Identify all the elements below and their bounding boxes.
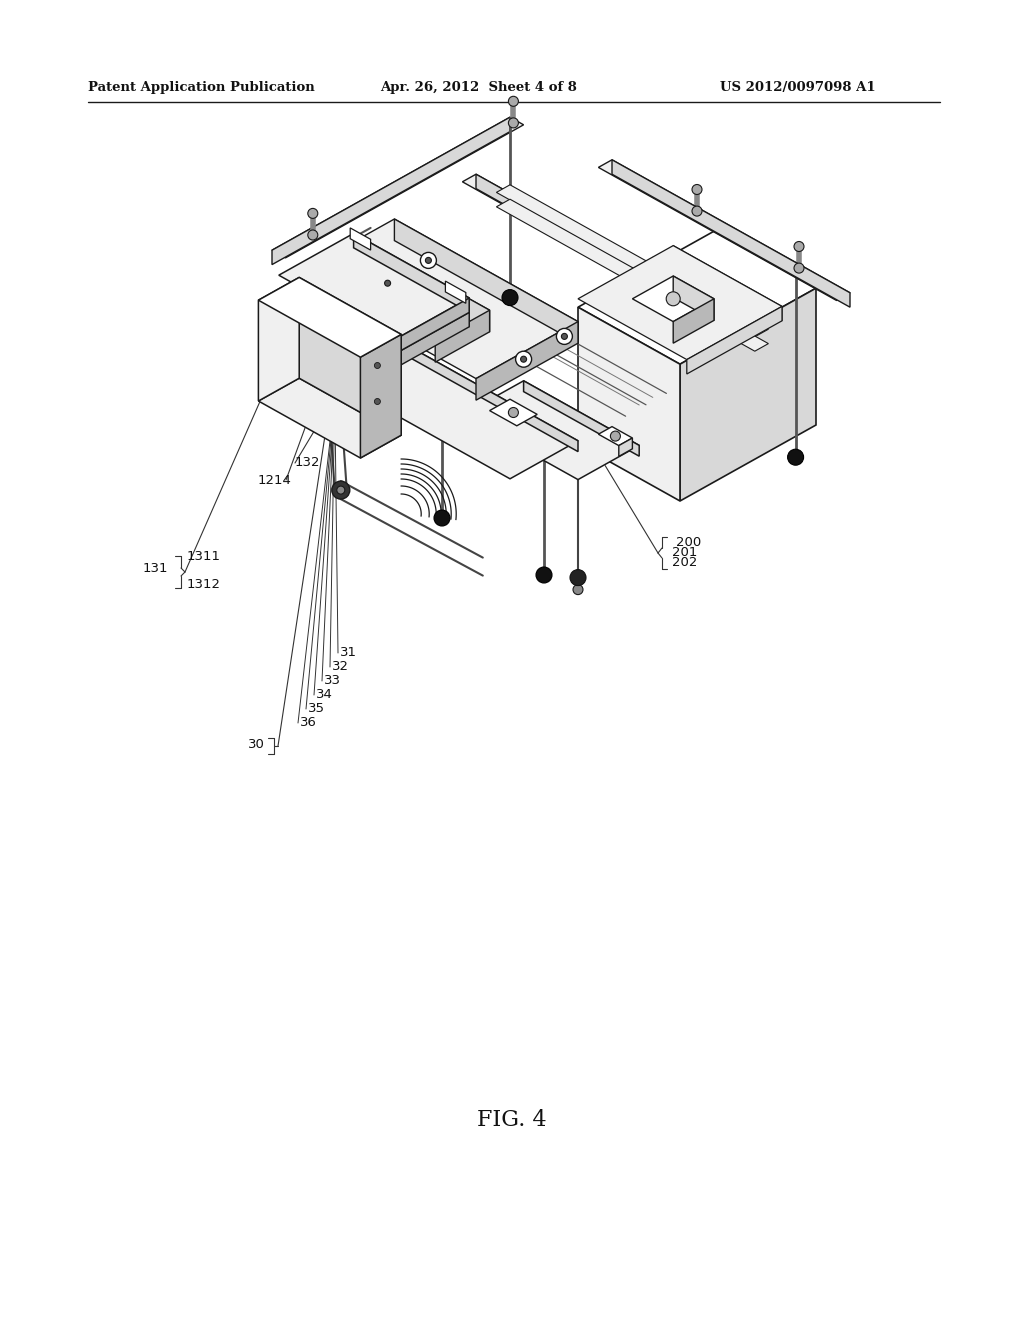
Polygon shape xyxy=(578,246,782,359)
Text: 32: 32 xyxy=(332,660,349,673)
Text: 1312: 1312 xyxy=(187,578,221,591)
Polygon shape xyxy=(394,219,578,343)
Circle shape xyxy=(692,206,702,216)
Polygon shape xyxy=(445,281,466,304)
Polygon shape xyxy=(394,313,469,368)
Polygon shape xyxy=(279,248,469,354)
Polygon shape xyxy=(353,264,489,341)
Text: 34: 34 xyxy=(316,689,333,701)
Polygon shape xyxy=(680,288,816,502)
Text: 36: 36 xyxy=(300,717,316,730)
Text: 201: 201 xyxy=(672,546,697,560)
Polygon shape xyxy=(612,160,850,308)
Circle shape xyxy=(536,568,552,583)
Polygon shape xyxy=(598,426,633,446)
Polygon shape xyxy=(350,228,371,249)
Polygon shape xyxy=(272,117,510,264)
Polygon shape xyxy=(497,199,768,351)
Circle shape xyxy=(570,570,586,586)
Circle shape xyxy=(380,275,395,292)
Polygon shape xyxy=(435,310,489,362)
Circle shape xyxy=(332,480,350,499)
Circle shape xyxy=(561,334,567,339)
Polygon shape xyxy=(258,379,401,458)
Polygon shape xyxy=(673,298,714,343)
Circle shape xyxy=(308,230,317,240)
Circle shape xyxy=(794,263,804,273)
Circle shape xyxy=(385,280,390,286)
Polygon shape xyxy=(598,160,850,301)
Polygon shape xyxy=(578,231,816,364)
Text: 31: 31 xyxy=(340,647,357,660)
Circle shape xyxy=(337,486,345,494)
Circle shape xyxy=(508,117,518,128)
Text: 131: 131 xyxy=(142,561,168,574)
Circle shape xyxy=(538,569,550,581)
Text: Patent Application Publication: Patent Application Publication xyxy=(88,82,314,95)
Polygon shape xyxy=(258,277,299,401)
Circle shape xyxy=(415,296,429,310)
Text: 30: 30 xyxy=(248,738,265,751)
Text: 35: 35 xyxy=(308,702,325,715)
Circle shape xyxy=(520,356,526,362)
Text: Apr. 26, 2012  Sheet 4 of 8: Apr. 26, 2012 Sheet 4 of 8 xyxy=(380,82,577,95)
Circle shape xyxy=(508,96,518,107)
Polygon shape xyxy=(408,264,489,331)
Text: 132: 132 xyxy=(295,457,321,470)
Polygon shape xyxy=(673,246,782,321)
Polygon shape xyxy=(687,306,782,374)
Text: 200: 200 xyxy=(676,536,701,549)
Polygon shape xyxy=(293,219,578,379)
Polygon shape xyxy=(476,174,748,341)
Text: 1311: 1311 xyxy=(187,549,221,562)
Polygon shape xyxy=(618,438,633,457)
Text: 1214: 1214 xyxy=(258,474,292,487)
Polygon shape xyxy=(272,117,523,257)
Polygon shape xyxy=(360,334,401,458)
Polygon shape xyxy=(408,346,578,451)
Polygon shape xyxy=(463,174,748,334)
Circle shape xyxy=(434,510,450,525)
Circle shape xyxy=(504,292,516,304)
Polygon shape xyxy=(340,346,578,479)
Circle shape xyxy=(556,329,572,345)
Polygon shape xyxy=(523,380,639,457)
Polygon shape xyxy=(353,234,469,313)
Circle shape xyxy=(425,257,431,264)
Text: 33: 33 xyxy=(324,675,341,688)
Polygon shape xyxy=(463,380,639,479)
Circle shape xyxy=(790,451,802,463)
Polygon shape xyxy=(578,308,680,502)
Polygon shape xyxy=(633,276,714,322)
Polygon shape xyxy=(489,399,538,426)
Circle shape xyxy=(375,399,380,404)
Circle shape xyxy=(308,209,317,218)
Circle shape xyxy=(692,185,702,194)
Polygon shape xyxy=(394,298,469,354)
Polygon shape xyxy=(476,322,578,400)
Circle shape xyxy=(421,252,436,268)
Circle shape xyxy=(667,292,680,306)
Circle shape xyxy=(375,363,380,368)
Circle shape xyxy=(502,289,518,306)
Circle shape xyxy=(508,408,518,417)
Circle shape xyxy=(610,432,621,441)
Polygon shape xyxy=(353,248,469,327)
Circle shape xyxy=(573,585,583,594)
Polygon shape xyxy=(279,234,469,339)
Text: FIG. 4: FIG. 4 xyxy=(477,1109,547,1131)
Polygon shape xyxy=(497,185,768,337)
Circle shape xyxy=(436,512,449,524)
Circle shape xyxy=(516,351,531,367)
Polygon shape xyxy=(673,276,714,321)
Circle shape xyxy=(794,242,804,252)
Text: US 2012/0097098 A1: US 2012/0097098 A1 xyxy=(720,82,876,95)
Polygon shape xyxy=(299,277,401,436)
Text: 202: 202 xyxy=(672,557,697,569)
Circle shape xyxy=(787,449,804,465)
Polygon shape xyxy=(258,277,401,358)
